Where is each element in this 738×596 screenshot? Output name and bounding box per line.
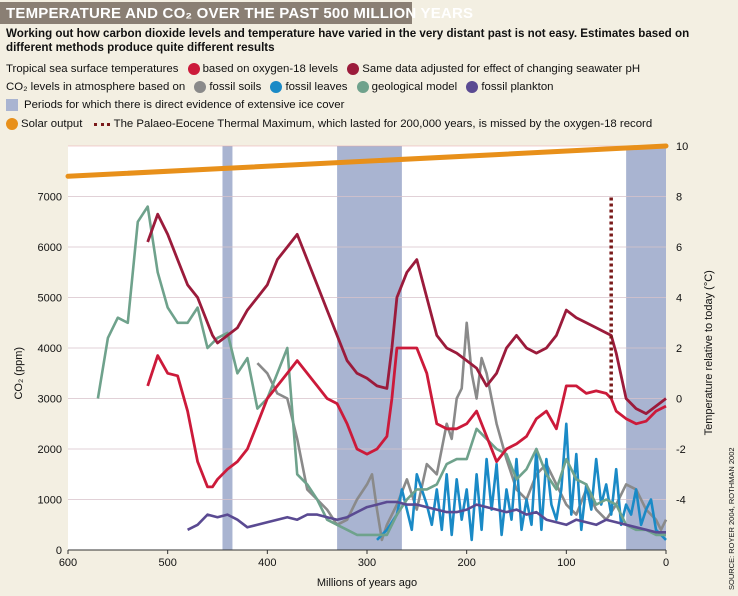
- legend-adjusted-swatch: [347, 63, 360, 75]
- legend-row-temperature: Tropical sea surface temperatures based …: [6, 63, 640, 75]
- y-left-tick-label: 2000: [38, 444, 62, 456]
- series-plankton: [187, 500, 666, 534]
- series-geo: [96, 205, 666, 537]
- y-right-tick-label: -2: [676, 444, 686, 456]
- legend-co2-label: CO₂ levels in atmosphere based on: [6, 81, 186, 93]
- legend-ice-swatch: [6, 99, 18, 111]
- legend-petm-swatch: [93, 122, 110, 126]
- y-right-axis-title: Temperature relative to today (°C): [703, 270, 715, 435]
- x-tick-label: 0: [663, 557, 669, 569]
- y-left-tick-label: 7000: [38, 192, 62, 204]
- x-tick-label: 100: [557, 557, 575, 569]
- legend-solar-swatch: [6, 118, 18, 130]
- y-left-tick-label: 3000: [38, 394, 62, 406]
- source-label: SOURCE: ROYER 2004, ROTHMAN 2002: [727, 447, 736, 590]
- legend-row-ice: Periods for which there is direct eviden…: [6, 99, 344, 111]
- series-solar-output: [65, 143, 669, 179]
- legend-ice-label: Periods for which there is direct eviden…: [24, 99, 345, 111]
- legend-solar-label: Solar output: [21, 118, 83, 130]
- x-tick-label: 300: [358, 557, 376, 569]
- y-right-tick-label: 6: [676, 242, 682, 254]
- chart-title: TEMPERATURE AND CO₂ OVER THE PAST 500 MI…: [6, 5, 474, 22]
- x-axis-title: Millions of years ago: [317, 577, 417, 589]
- legend-temperature-label: Tropical sea surface temperatures: [6, 63, 179, 75]
- legend-plankton-swatch: [466, 81, 479, 93]
- y-left-tick-label: 0: [56, 545, 62, 557]
- y-left-tick-label: 4000: [38, 343, 62, 355]
- legend-geo-swatch: [356, 81, 369, 93]
- legend-plankton-label: fossil plankton: [481, 81, 554, 93]
- series-oxygen: [146, 346, 667, 489]
- series-adjusted: [146, 212, 667, 416]
- legend-leaves-label: fossil leaves: [285, 81, 348, 93]
- x-tick-label: 600: [59, 557, 77, 569]
- legend-row-co2: CO₂ levels in atmosphere based on fossil…: [6, 81, 554, 93]
- y-left-tick-label: 1000: [38, 495, 62, 507]
- x-tick-label: 500: [158, 557, 176, 569]
- y-right-tick-label: 2: [676, 343, 682, 355]
- y-right-tick-label: 0: [676, 394, 682, 406]
- y-right-tick-label: 8: [676, 192, 682, 204]
- x-tick-label: 200: [457, 557, 475, 569]
- y-right-tick-label: -4: [676, 495, 686, 507]
- title-banner: TEMPERATURE AND CO₂ OVER THE PAST 500 MI…: [0, 2, 473, 24]
- legend-adjusted-label: Same data adjusted for effect of changin…: [362, 63, 641, 75]
- legend-row-solar: Solar output The Palaeo-Eocene Thermal M…: [6, 118, 652, 130]
- legend-soils-label: fossil soils: [209, 81, 262, 93]
- legend-petm-label: The Palaeo-Eocene Thermal Maximum, which…: [113, 118, 653, 130]
- y-left-tick-label: 6000: [38, 242, 62, 254]
- y-left-tick-label: 5000: [38, 293, 62, 305]
- legend-soils-swatch: [194, 81, 207, 93]
- legend-leaves-swatch: [270, 81, 283, 93]
- legend-oxygen-swatch: [187, 63, 200, 75]
- chart-subtitle: Working out how carbon dioxide levels an…: [6, 27, 690, 54]
- y-right-tick-label: 10: [676, 141, 688, 153]
- legend-geo-label: geological model: [371, 81, 458, 93]
- x-tick-label: 400: [258, 557, 276, 569]
- y-left-axis-title: CO₂ (ppm): [13, 347, 25, 400]
- legend-oxygen-label: based on oxygen-18 levels: [202, 63, 339, 75]
- y-right-tick-label: 4: [676, 293, 682, 305]
